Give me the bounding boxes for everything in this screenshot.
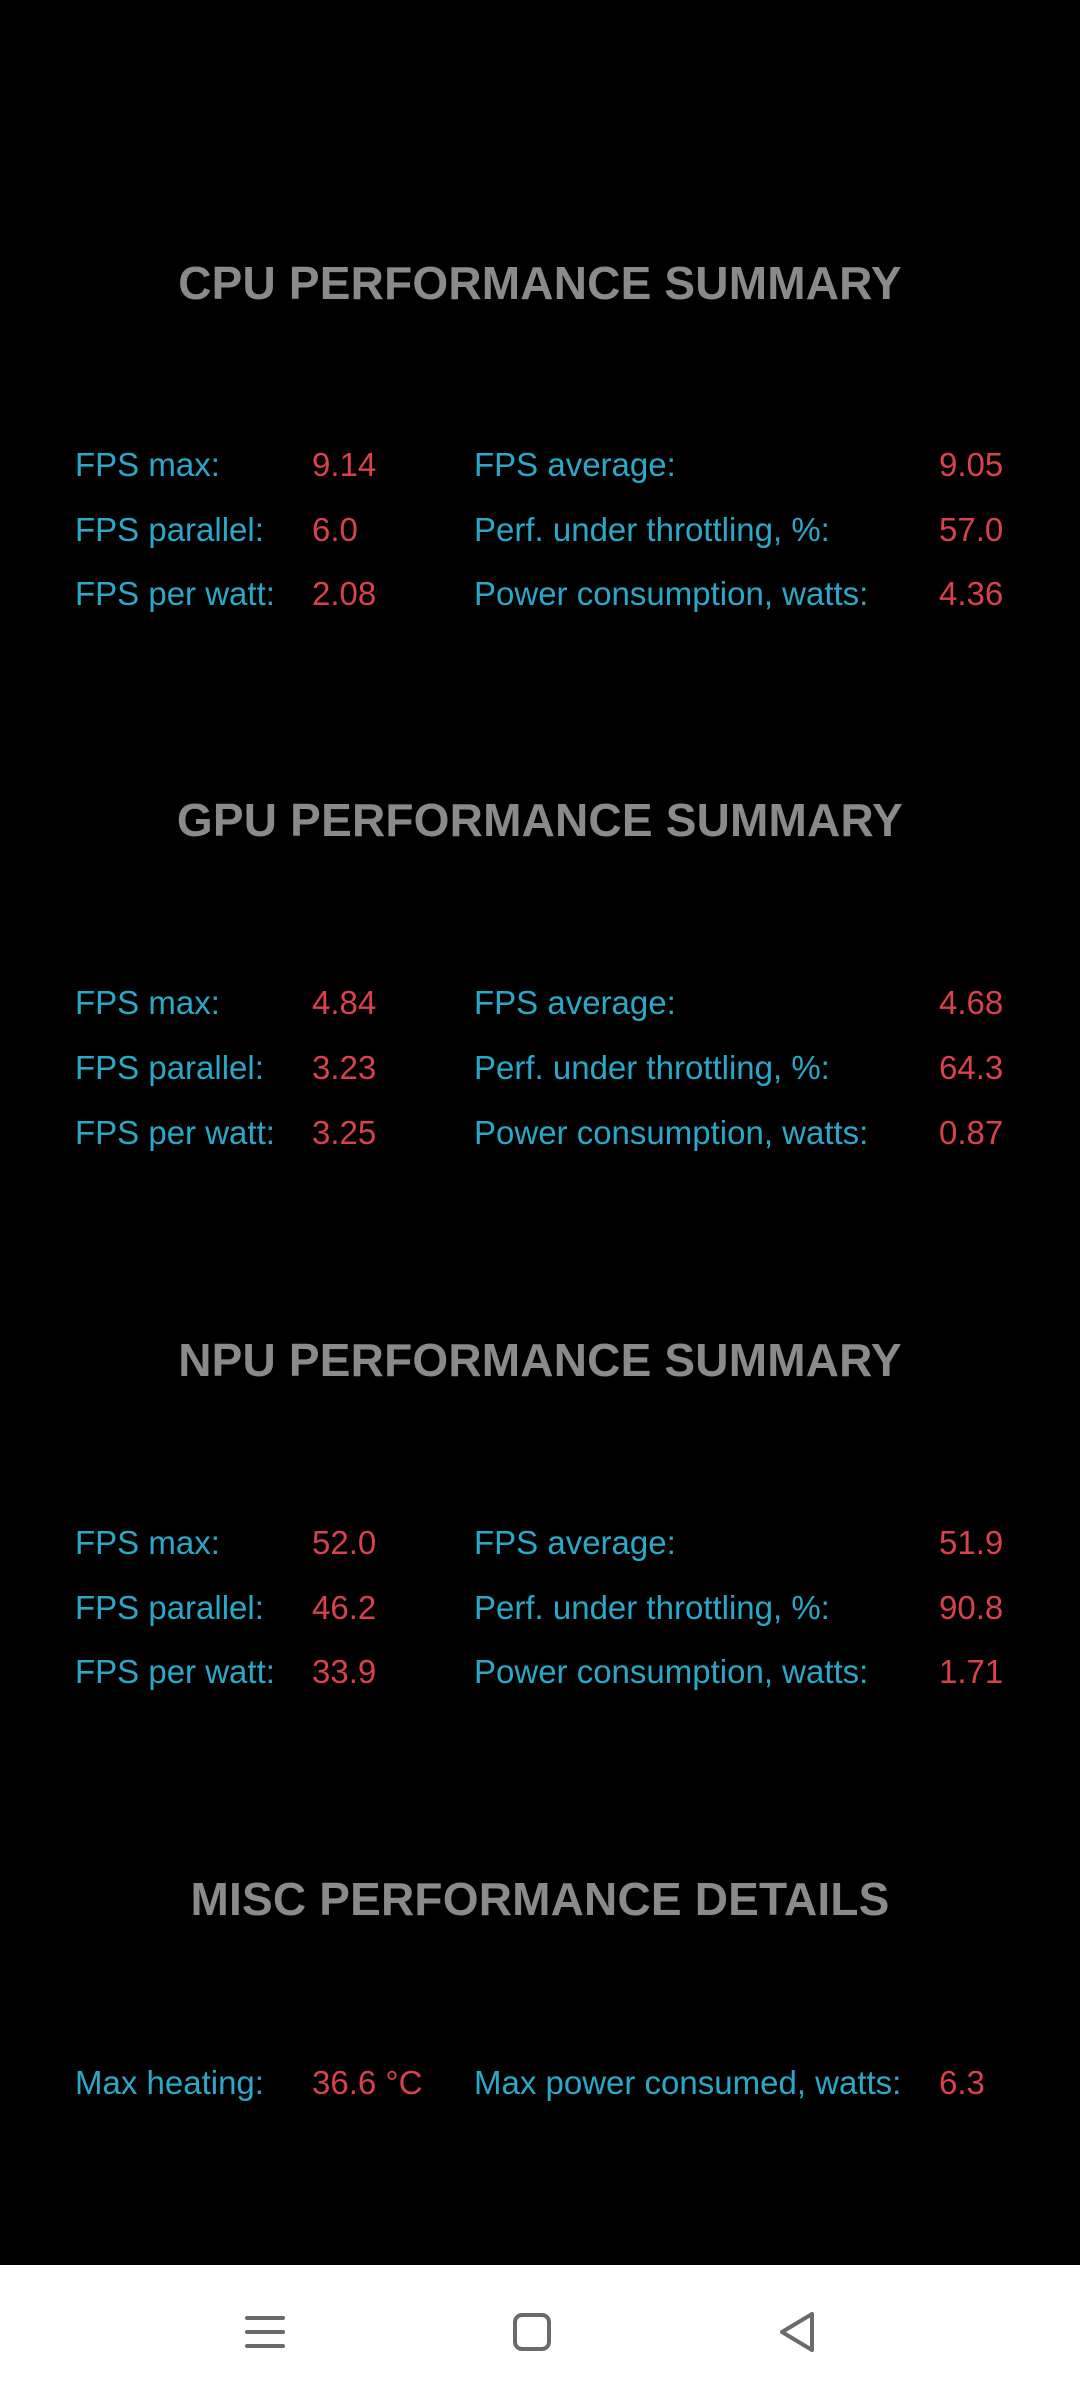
gpu-fps-per-watt-value: 3.25 [312, 1114, 377, 1151]
gpu-fps-max-value: 4.84 [312, 984, 377, 1021]
cpu-row-3: FPS per watt: 2.08 Power consumption, wa… [0, 569, 1080, 619]
misc-row-1: Max heating: 36.6 °C Max power consumed,… [0, 2058, 1080, 2108]
recents-button[interactable] [225, 2292, 305, 2372]
gpu-fps-max-label: FPS max: [75, 984, 220, 1021]
gpu-throttling-label: Perf. under throttling, %: [474, 1049, 830, 1086]
cpu-fps-parallel-label: FPS parallel: [75, 511, 264, 548]
gpu-throttling-value: 64.3 [939, 1049, 1004, 1086]
cpu-fps-max-value: 9.14 [312, 446, 377, 483]
cpu-fps-per-watt-value: 2.08 [312, 575, 377, 612]
performance-summary-screen: CPU PERFORMANCE SUMMARY FPS max: 9.14 FP… [0, 257, 1080, 2108]
cpu-section-title: CPU PERFORMANCE SUMMARY [178, 257, 902, 309]
cpu-row-1: FPS max: 9.14 FPS average: 9.05 [0, 440, 1080, 490]
cpu-power-label: Power consumption, watts: [474, 575, 869, 612]
gpu-section-title: GPU PERFORMANCE SUMMARY [176, 794, 904, 846]
menu-lines-icon [245, 2316, 285, 2348]
cpu-fps-average-value: 9.05 [939, 446, 1004, 483]
max-heating-value: 36.6 °C [312, 2064, 423, 2101]
npu-power-value: 1.71 [939, 1653, 1004, 1690]
npu-fps-per-watt-label: FPS per watt: [75, 1653, 275, 1690]
npu-fps-max-label: FPS max: [75, 1524, 220, 1561]
gpu-fps-parallel-label: FPS parallel: [75, 1049, 264, 1086]
cpu-fps-max-label: FPS max: [75, 446, 220, 483]
cpu-throttling-value: 57.0 [939, 511, 1004, 548]
gpu-row-2: FPS parallel: 3.23 Perf. under throttlin… [0, 1043, 1080, 1093]
back-button[interactable] [757, 2292, 837, 2372]
cpu-fps-average-label: FPS average: [474, 446, 676, 483]
cpu-power-value: 4.36 [939, 575, 1004, 612]
rounded-square-icon [513, 2313, 551, 2351]
npu-row-1: FPS max: 52.0 FPS average: 51.9 [0, 1518, 1080, 1568]
max-power-label: Max power consumed, watts: [474, 2064, 902, 2101]
npu-row-2: FPS parallel: 46.2 Perf. under throttlin… [0, 1583, 1080, 1633]
gpu-row-1: FPS max: 4.84 FPS average: 4.68 [0, 978, 1080, 1028]
gpu-fps-parallel-value: 3.23 [312, 1049, 377, 1086]
gpu-fps-average-value: 4.68 [939, 984, 1004, 1021]
npu-fps-average-label: FPS average: [474, 1524, 676, 1561]
cpu-fps-parallel-value: 6.0 [312, 511, 358, 548]
system-navigation-bar [0, 2265, 1080, 2400]
misc-section-title: MISC PERFORMANCE DETAILS [190, 1873, 890, 1925]
gpu-fps-per-watt-label: FPS per watt: [75, 1114, 275, 1151]
npu-throttling-label: Perf. under throttling, %: [474, 1589, 830, 1626]
gpu-row-3: FPS per watt: 3.25 Power consumption, wa… [0, 1108, 1080, 1158]
gpu-power-label: Power consumption, watts: [474, 1114, 869, 1151]
gpu-power-value: 0.87 [939, 1114, 1004, 1151]
npu-row-3: FPS per watt: 33.9 Power consumption, wa… [0, 1647, 1080, 1697]
max-heating-label: Max heating: [75, 2064, 264, 2101]
home-button[interactable] [492, 2292, 572, 2372]
npu-section-title: NPU PERFORMANCE SUMMARY [178, 1334, 902, 1386]
npu-throttling-value: 90.8 [939, 1589, 1004, 1626]
cpu-row-2: FPS parallel: 6.0 Perf. under throttling… [0, 505, 1080, 555]
npu-fps-max-value: 52.0 [312, 1524, 377, 1561]
npu-fps-parallel-value: 46.2 [312, 1589, 377, 1626]
npu-fps-parallel-label: FPS parallel: [75, 1589, 264, 1626]
npu-fps-per-watt-value: 33.9 [312, 1653, 377, 1690]
cpu-throttling-label: Perf. under throttling, %: [474, 511, 830, 548]
triangle-back-icon [780, 2312, 814, 2352]
gpu-fps-average-label: FPS average: [474, 984, 676, 1021]
max-power-value: 6.3 [939, 2064, 985, 2101]
npu-power-label: Power consumption, watts: [474, 1653, 869, 1690]
npu-fps-average-value: 51.9 [939, 1524, 1004, 1561]
cpu-fps-per-watt-label: FPS per watt: [75, 575, 275, 612]
